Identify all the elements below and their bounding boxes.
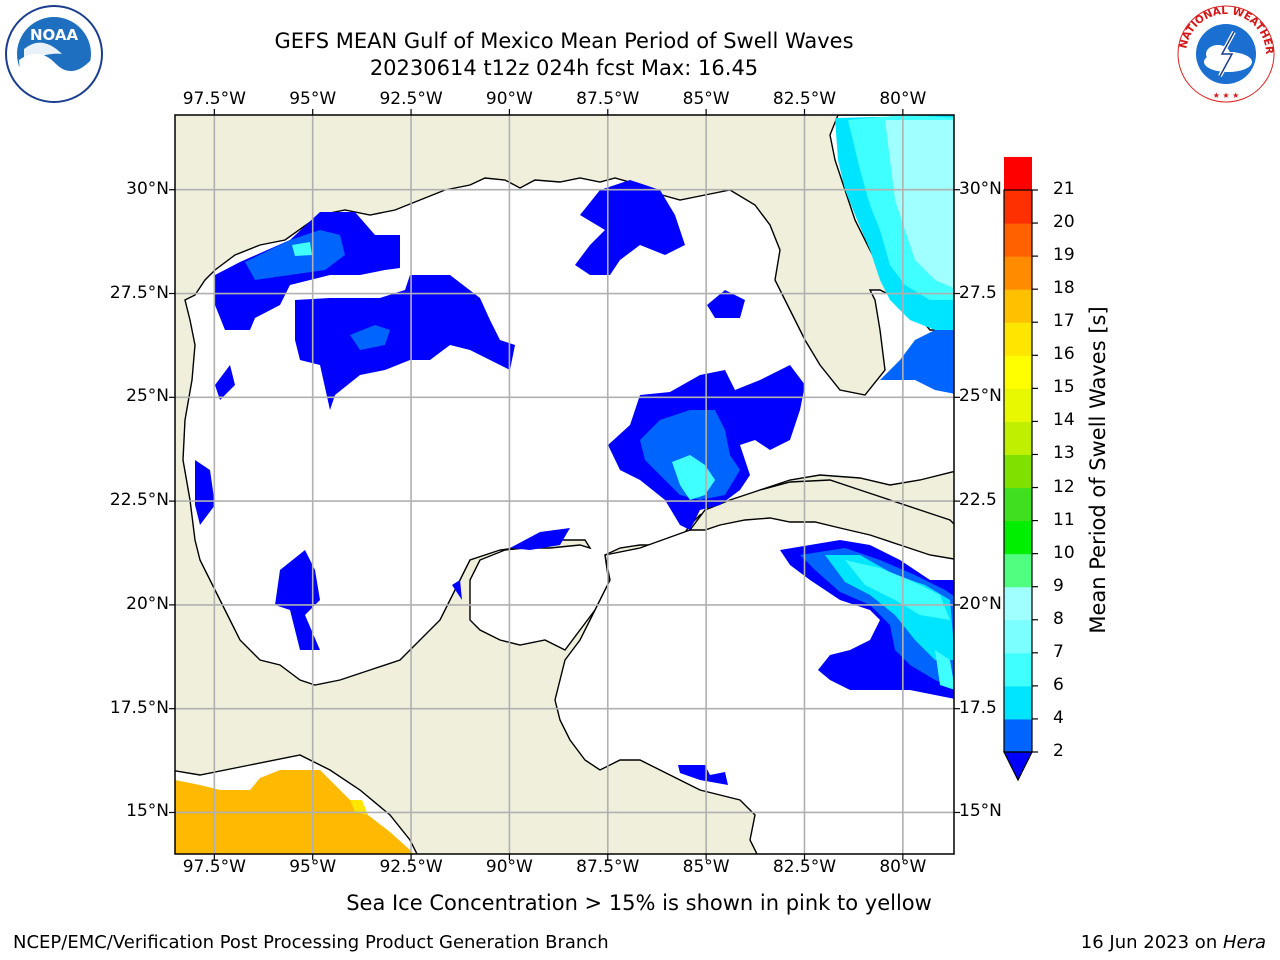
x-tick-label-bottom: 97.5°W (182, 857, 246, 877)
y-tick-label-left: 27.5°N (109, 282, 169, 303)
y-tick-label-right: 20°N (959, 593, 1002, 614)
svg-text:★ ★ ★: ★ ★ ★ (1213, 91, 1240, 100)
colorbar-tick-label: 8 (1053, 608, 1064, 629)
colorbar-tick-label: 20 (1053, 212, 1075, 233)
axis-ticks (169, 109, 960, 860)
map-frame (174, 114, 955, 855)
y-tick-label-right: 22.5 (959, 490, 997, 511)
colorbar-segment (1004, 652, 1032, 687)
colorbar-segment (1004, 718, 1032, 753)
x-tick-label-bottom: 85°W (682, 857, 730, 877)
colorbar-tick-label: 12 (1053, 476, 1075, 497)
colorbar-segment (1004, 289, 1032, 323)
colorbar-tick-label: 2 (1053, 741, 1064, 761)
colorbar-tick-label: 15 (1053, 377, 1075, 398)
colorbar-segment (1004, 520, 1032, 555)
x-tick-label-top: 92.5°W (379, 89, 443, 109)
cuba-island (688, 479, 954, 560)
colorbar-segment (1004, 421, 1032, 455)
colorbar-tick-label: 16 (1053, 344, 1075, 365)
x-tick-label-top: 82.5°W (772, 89, 837, 109)
colorbar-tick-label: 19 (1053, 245, 1075, 266)
x-tick-label-top: 85°W (682, 89, 730, 109)
y-tick-label-left: 17.5°N (109, 697, 169, 718)
colorbar-tick-label: 21 (1053, 179, 1075, 199)
x-tick-label-top: 95°W (289, 89, 337, 109)
colorbar-tick-label: 13 (1053, 443, 1075, 464)
colorbar-title: Mean Period of Swell Waves [s] (1086, 306, 1110, 634)
date-text: 16 Jun 2023 on (1080, 932, 1223, 953)
x-tick-label-bottom: 87.5°W (576, 857, 640, 877)
colorbar-segment (1004, 322, 1032, 356)
y-tick-label-left: 25°N (126, 386, 169, 407)
host-name: Hera (1222, 932, 1266, 953)
colorbar-segment (1004, 223, 1032, 257)
y-tick-label-right: 25°N (959, 386, 1002, 407)
colorbar (1003, 156, 1038, 782)
x-tick-label-top: 87.5°W (576, 89, 640, 109)
colorbar-segment (1004, 256, 1032, 290)
plot-title: GEFS MEAN Gulf of Mexico Mean Period of … (274, 29, 854, 53)
colorbar-segment (1004, 388, 1032, 422)
colorbar-segment (1004, 454, 1032, 489)
colorbar-tick-label: 4 (1053, 707, 1064, 728)
colorbar-frame (1003, 189, 1033, 753)
swell-shading (195, 115, 954, 785)
y-tick-label-left: 15°N (126, 801, 169, 822)
sea-ice-note-wrap: Sea Ice Concentration > 15% is shown in … (0, 891, 1280, 915)
colorbar-tick-label: 17 (1053, 311, 1075, 332)
colorbar-tick-label: 11 (1053, 509, 1075, 530)
colorbar-tick-label: 9 (1053, 575, 1064, 596)
colorbar-segment (1004, 685, 1032, 720)
x-tick-label-top: 90°W (485, 89, 533, 109)
x-tick-label-top: 80°W (879, 89, 927, 109)
x-tick-label-bottom: 90°W (485, 857, 533, 877)
colorbar-tick-label: 7 (1053, 641, 1064, 662)
x-tick-label-bottom: 82.5°W (772, 857, 837, 877)
colorbar-segment (1004, 190, 1032, 224)
x-tick-label-top: 97.5°W (182, 89, 246, 109)
y-tick-label-left: 22.5°N (109, 490, 169, 511)
x-tick-label-bottom: 95°W (289, 857, 337, 877)
colorbar-segment (1004, 586, 1032, 621)
y-tick-label-right: 27.5 (959, 282, 997, 303)
y-tick-label-right: 30°N (959, 178, 1002, 199)
colorbar-tick-label: 18 (1053, 278, 1075, 299)
nws-logo-icon: NATIONAL WEATHER SERVICE ★ ★ ★ (1176, 4, 1275, 103)
colorbar-segment (1004, 355, 1032, 389)
colorbar-segment (1004, 156, 1032, 191)
sea-ice-note: Sea Ice Concentration > 15% is shown in … (346, 891, 932, 915)
grid-lines (175, 115, 954, 854)
x-tick-label-bottom: 92.5°W (379, 857, 443, 877)
colorbar-segment (1004, 487, 1032, 522)
colorbar-tick-label: 6 (1053, 674, 1064, 695)
noaa-logo-text: NOAA (30, 26, 79, 44)
noaa-logo-icon: NOAA (5, 5, 103, 103)
colorbar-segment (1004, 619, 1032, 654)
y-tick-label-left: 30°N (126, 178, 169, 199)
colorbar-tick-label: 10 (1053, 542, 1075, 563)
colorbar-extend-triangle (1003, 751, 1033, 782)
generation-date: 16 Jun 2023 on Hera (1081, 932, 1266, 953)
y-tick-label-left: 20°N (126, 593, 169, 614)
colorbar-tick-label: 14 (1053, 410, 1075, 431)
plot-subtitle: 20230614 t12z 024h fcst Max: 16.45 (369, 56, 759, 80)
y-tick-label-right: 15°N (959, 801, 1002, 822)
x-tick-label-bottom: 80°W (879, 857, 927, 877)
producer-credit: NCEP/EMC/Verification Post Processing Pr… (13, 932, 609, 953)
colorbar-segment (1004, 553, 1032, 588)
y-tick-label-right: 17.5 (959, 697, 997, 718)
